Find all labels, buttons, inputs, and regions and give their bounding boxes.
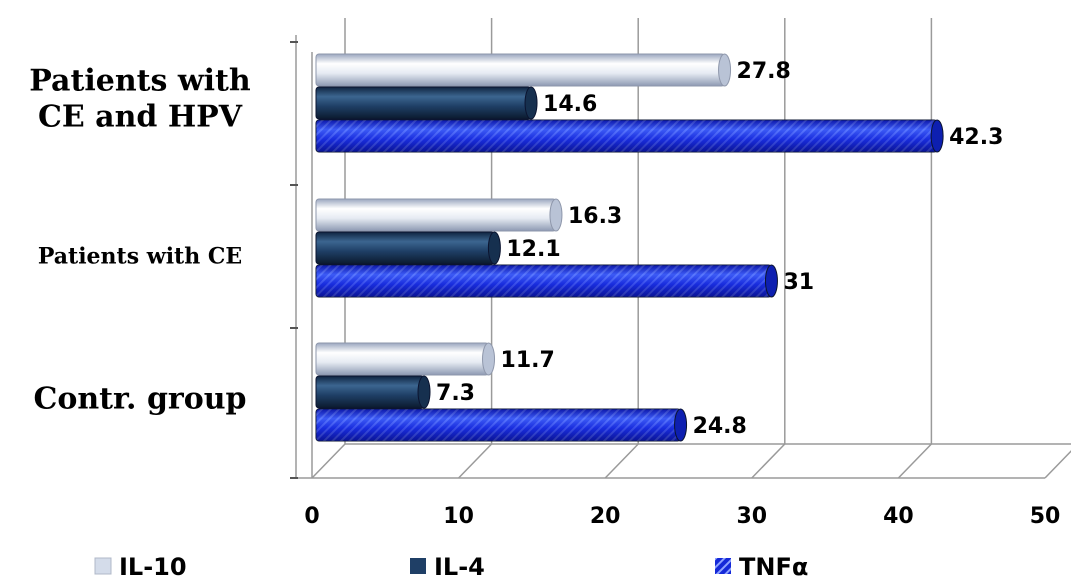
x-tick-label: 0 (304, 504, 319, 529)
floor-gridline (458, 443, 493, 479)
bar-tnf- (315, 264, 778, 298)
legend-label: TNFα (739, 553, 808, 581)
category-label: Contr. group (33, 382, 246, 417)
bar-il-4 (315, 86, 538, 120)
bar-il-4 (315, 231, 501, 265)
legend-label: IL-10 (119, 553, 187, 581)
x-tick-label: 20 (590, 504, 621, 529)
bar-il-10 (315, 342, 496, 376)
bars (315, 53, 944, 442)
floor-gridline (1044, 450, 1071, 479)
bar-tnf- (315, 119, 944, 153)
data-label: 11.7 (501, 348, 555, 373)
data-label: 16.3 (568, 204, 622, 229)
bar-il-4 (315, 375, 431, 409)
data-label: 14.6 (543, 92, 597, 117)
legend-swatch (715, 558, 731, 574)
bar-tnf- (315, 408, 688, 442)
data-label: 31 (783, 270, 814, 295)
floor-gridline (604, 443, 639, 479)
category-label: Patients with CE (38, 244, 242, 270)
bar-il-10 (315, 198, 563, 232)
x-tick-label: 50 (1030, 504, 1061, 529)
bar-il-10 (315, 53, 732, 87)
x-tick-label: 40 (883, 504, 914, 529)
floor-gridline (897, 443, 932, 479)
data-label: 24.8 (693, 414, 747, 439)
data-label: 12.1 (506, 237, 560, 262)
legend-item: IL-4 (410, 553, 485, 581)
legend-item: TNFα (715, 553, 808, 581)
data-label: 7.3 (436, 381, 475, 406)
x-tick-label: 10 (443, 504, 474, 529)
legend: IL-10 IL-4 TNFα (94, 553, 808, 581)
category-label: CE and HPV (38, 100, 243, 135)
legend-swatch (94, 557, 112, 575)
legend-swatch (410, 558, 426, 574)
floor-gridline (751, 443, 786, 479)
legend-item: IL-10 (94, 553, 187, 581)
data-label: 27.8 (737, 59, 791, 84)
legend-label: IL-4 (434, 553, 485, 581)
floor-gridline (311, 443, 346, 479)
data-label: 42.3 (949, 125, 1003, 150)
category-label: Patients with (29, 64, 251, 99)
x-tick-label: 30 (736, 504, 767, 529)
